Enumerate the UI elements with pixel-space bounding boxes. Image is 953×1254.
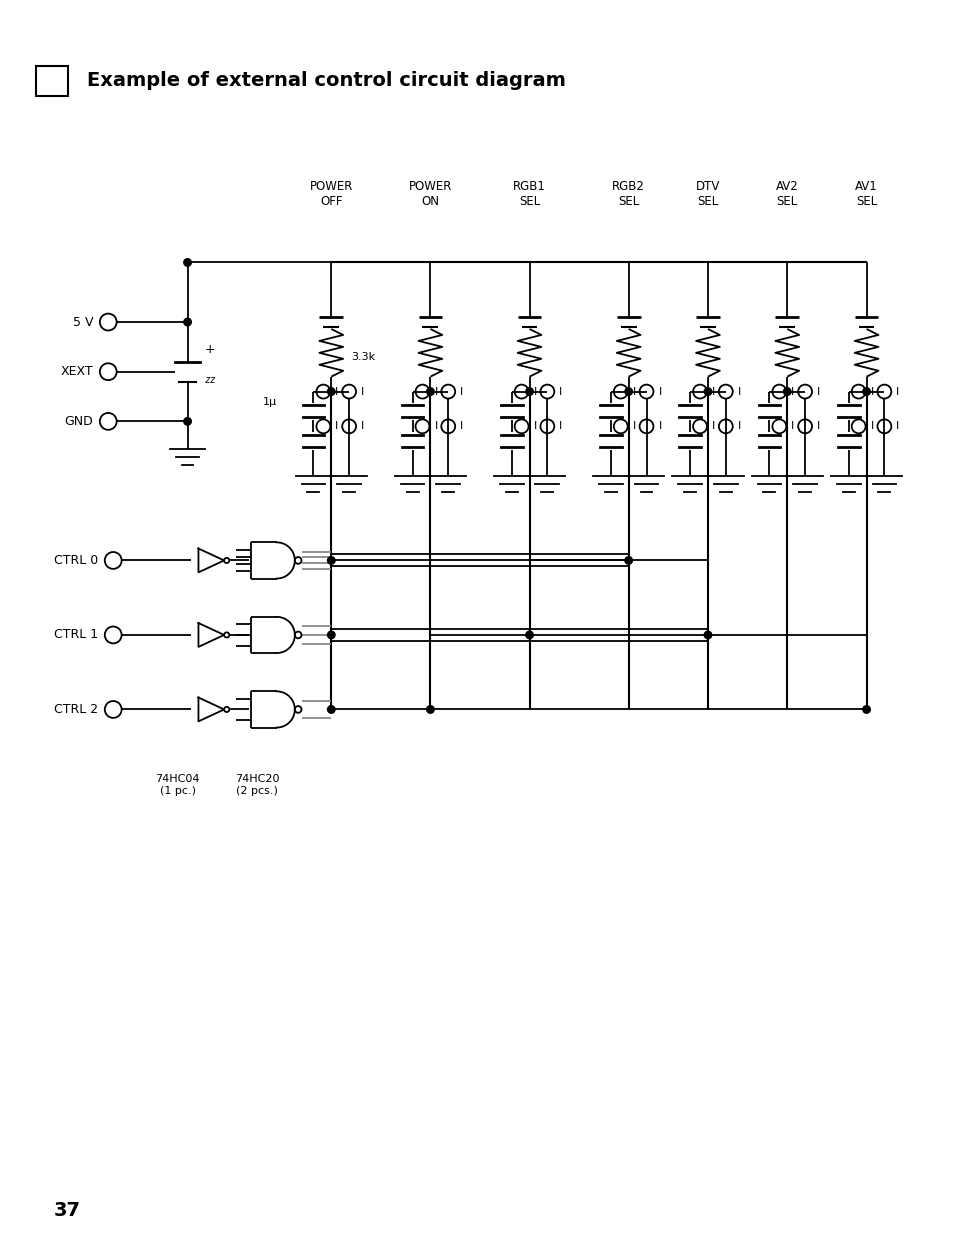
Text: POWER
ON: POWER ON bbox=[408, 179, 452, 208]
Text: I: I bbox=[558, 386, 562, 396]
Circle shape bbox=[862, 387, 870, 396]
Text: XEXT: XEXT bbox=[61, 365, 93, 379]
Text: I: I bbox=[896, 386, 899, 396]
Text: AV2
SEL: AV2 SEL bbox=[775, 179, 798, 208]
Text: 1μ: 1μ bbox=[262, 396, 276, 406]
Text: AV1
SEL: AV1 SEL bbox=[854, 179, 877, 208]
Circle shape bbox=[702, 631, 712, 640]
Text: I: I bbox=[870, 386, 873, 396]
Text: I: I bbox=[335, 386, 338, 396]
Circle shape bbox=[425, 387, 435, 396]
Circle shape bbox=[782, 387, 791, 396]
Circle shape bbox=[524, 631, 534, 640]
Text: I: I bbox=[632, 386, 636, 396]
Text: +: + bbox=[204, 344, 214, 356]
Circle shape bbox=[623, 387, 633, 396]
Text: 3.3k: 3.3k bbox=[351, 352, 375, 362]
Text: I: I bbox=[658, 386, 661, 396]
Text: I: I bbox=[711, 386, 715, 396]
Text: I: I bbox=[434, 421, 437, 431]
Text: I: I bbox=[711, 421, 715, 431]
Text: DTV
SEL: DTV SEL bbox=[695, 179, 720, 208]
Text: CTRL 1: CTRL 1 bbox=[54, 628, 98, 642]
Text: I: I bbox=[870, 421, 873, 431]
Text: I: I bbox=[459, 421, 463, 431]
Text: RGB1
SEL: RGB1 SEL bbox=[513, 179, 545, 208]
Circle shape bbox=[623, 556, 633, 564]
Text: I: I bbox=[360, 421, 364, 431]
Text: 74HC04
(1 pc.): 74HC04 (1 pc.) bbox=[155, 774, 200, 795]
Circle shape bbox=[183, 317, 192, 326]
Text: I: I bbox=[434, 386, 437, 396]
Text: I: I bbox=[790, 421, 794, 431]
Text: I: I bbox=[737, 421, 740, 431]
Text: POWER
OFF: POWER OFF bbox=[310, 179, 353, 208]
Text: I: I bbox=[459, 386, 463, 396]
Circle shape bbox=[524, 387, 534, 396]
Circle shape bbox=[327, 387, 335, 396]
Text: 5 V: 5 V bbox=[72, 316, 93, 329]
Text: CTRL 2: CTRL 2 bbox=[54, 703, 98, 716]
Text: 3.: 3. bbox=[42, 71, 61, 89]
Text: 74HC20
(2 pcs.): 74HC20 (2 pcs.) bbox=[234, 774, 279, 795]
Text: I: I bbox=[533, 386, 537, 396]
Text: I: I bbox=[737, 386, 740, 396]
Text: I: I bbox=[658, 421, 661, 431]
Text: RGB2
SEL: RGB2 SEL bbox=[612, 179, 644, 208]
Text: Example of external control circuit diagram: Example of external control circuit diag… bbox=[88, 71, 566, 90]
Text: I: I bbox=[896, 421, 899, 431]
Text: I: I bbox=[335, 421, 338, 431]
Text: I: I bbox=[360, 386, 364, 396]
FancyBboxPatch shape bbox=[36, 65, 68, 95]
Text: I: I bbox=[816, 386, 820, 396]
Text: CTRL 0: CTRL 0 bbox=[54, 554, 98, 567]
Text: I: I bbox=[558, 421, 562, 431]
Circle shape bbox=[327, 631, 335, 640]
Text: 37: 37 bbox=[53, 1201, 81, 1220]
Circle shape bbox=[425, 705, 435, 714]
Circle shape bbox=[702, 387, 712, 396]
Text: I: I bbox=[533, 421, 537, 431]
Text: I: I bbox=[790, 386, 794, 396]
Circle shape bbox=[327, 705, 335, 714]
Text: I: I bbox=[632, 421, 636, 431]
Circle shape bbox=[862, 705, 870, 714]
Text: zz: zz bbox=[204, 375, 216, 385]
Circle shape bbox=[183, 258, 192, 267]
Text: GND: GND bbox=[65, 415, 93, 428]
Circle shape bbox=[183, 416, 192, 426]
Circle shape bbox=[327, 556, 335, 564]
Text: I: I bbox=[816, 421, 820, 431]
